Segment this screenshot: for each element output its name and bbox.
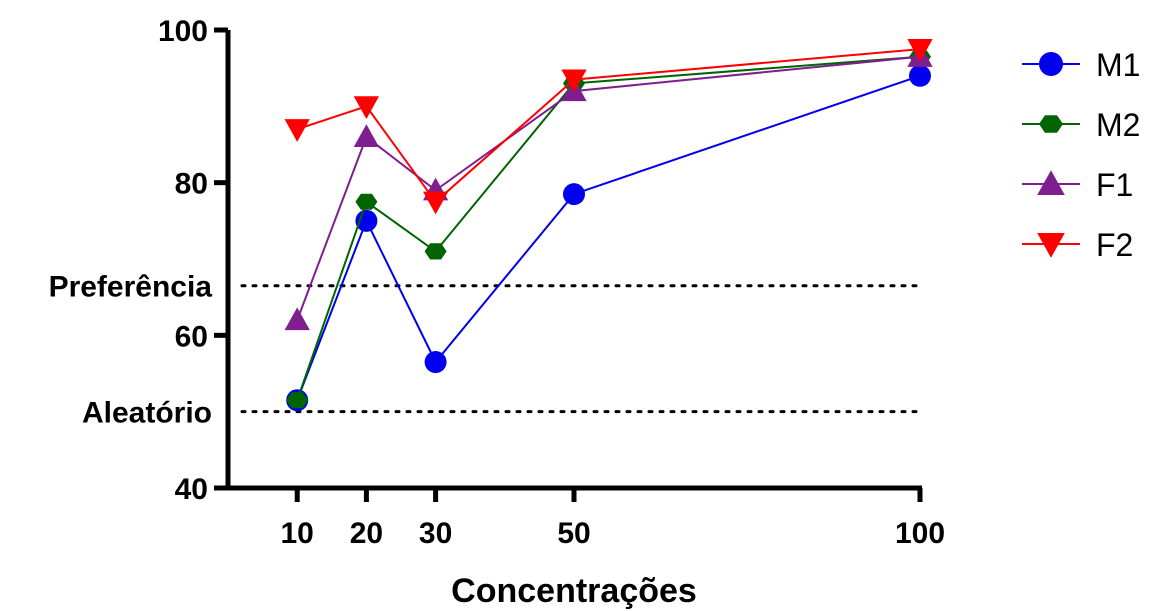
data-point-m1 [424,351,447,374]
x-tick-label: 100 [895,517,945,550]
data-point-m2 [355,193,378,210]
y-axis-ticks: 40 60 80 100 [158,15,228,506]
legend-marker-f2 [1037,232,1065,258]
data-point-f1 [353,124,380,147]
series-line-f1 [296,55,921,321]
y-tick-label: 100 [158,15,208,48]
data-point-m1 [355,209,378,232]
x-tick-label: 30 [419,517,452,550]
legend-label: F2 [1096,227,1133,263]
legend-label: M1 [1096,47,1140,83]
series-f1 [284,44,933,331]
data-point-f2 [907,38,933,62]
legend-item-f1: F1 [1022,167,1133,203]
data-point-m2 [424,243,447,260]
data-point-f2 [422,191,449,215]
reference-line-label: Aleatório [82,397,212,430]
data-point-m1 [909,64,931,87]
legend-item-f2: F2 [1022,227,1133,263]
legend-item-m2: M2 [1022,107,1140,143]
data-point-f2 [284,119,310,142]
legend-item-m1: M1 [1022,47,1140,83]
reference-line-label: Preferência [49,271,213,304]
legend-marker-m1 [1039,52,1063,76]
y-tick-label: 40 [175,473,208,506]
reference-lines: Preferência Aleatório [49,271,922,430]
legend-marker-f1 [1037,170,1065,196]
x-axis-title: Concentrações [451,572,697,610]
y-tick-label: 60 [175,320,208,353]
series-line-m1 [296,74,921,401]
data-point-m2 [286,392,309,409]
legend-label: M2 [1096,107,1140,143]
x-axis-ticks: 10 20 30 50 100 [281,488,945,550]
legend-marker-m2 [1039,115,1063,133]
x-tick-label: 50 [557,517,590,550]
x-tick-label: 20 [350,517,383,550]
x-tick-label: 10 [281,517,314,550]
series-line-f2 [296,48,921,204]
data-point-m1 [563,183,585,206]
series-m1 [286,64,931,412]
data-point-f2 [561,69,587,93]
legend-label: F1 [1096,167,1133,203]
series-layer [284,38,933,412]
y-tick-label: 80 [175,168,208,201]
data-point-f2 [353,96,380,119]
data-point-f1 [284,307,310,331]
series-m2 [286,48,931,409]
series-f2 [284,38,933,215]
legend: M1 M2 F1 F2 [1022,47,1140,263]
